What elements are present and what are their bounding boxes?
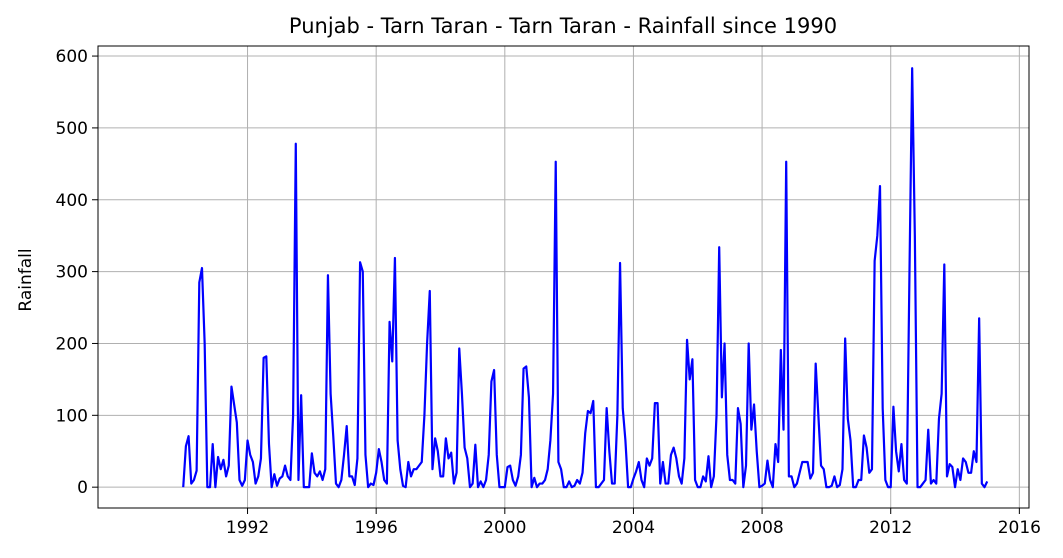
- y-tick-label: 500: [56, 119, 88, 139]
- chart-title: Punjab - Tarn Taran - Tarn Taran - Rainf…: [289, 14, 837, 38]
- x-tick-label: 2012: [869, 518, 912, 538]
- y-tick-label: 300: [56, 263, 88, 283]
- plot-area-frame: [97, 45, 1030, 509]
- x-tick-label: 2016: [998, 518, 1041, 538]
- x-tick-label: 1992: [226, 518, 269, 538]
- x-tick-label: 2008: [740, 518, 783, 538]
- x-tick-label: 2000: [483, 518, 526, 538]
- x-tick-label: 2004: [612, 518, 655, 538]
- series-layer: [182, 67, 989, 489]
- y-tick-label: 400: [56, 191, 88, 211]
- x-tick-label: 1996: [355, 518, 398, 538]
- y-axis-label: Rainfall: [16, 248, 36, 311]
- x-axis: 1992 1996 2000 2004 2008 2012 2016: [226, 508, 1041, 538]
- y-tick-label: 100: [56, 406, 88, 426]
- rainfall-series-line: [182, 67, 989, 489]
- y-tick-label: 200: [56, 334, 88, 354]
- y-tick-label: 600: [56, 47, 88, 67]
- y-axis: 0 100 200 300 400 500 600: [56, 47, 98, 498]
- y-tick-label: 0: [77, 478, 88, 498]
